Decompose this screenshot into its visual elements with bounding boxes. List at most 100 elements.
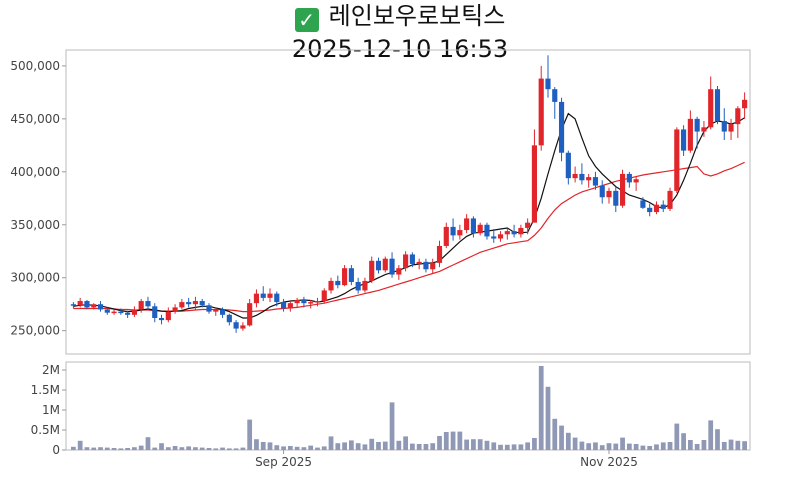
candle-body — [436, 245, 443, 263]
volume-bar — [410, 443, 415, 450]
stock-name: 레인보우로보틱스 — [328, 2, 506, 30]
volume-bar — [328, 436, 334, 450]
volume-bar — [640, 445, 646, 450]
volume-bar — [593, 442, 598, 450]
candle-body — [213, 309, 219, 312]
volume-bar — [457, 431, 463, 450]
volume-bar — [687, 440, 693, 450]
candles — [70, 55, 748, 333]
volume-bar — [355, 443, 361, 450]
candle-body — [280, 302, 287, 309]
volume-bar — [545, 386, 551, 450]
volume-bar — [220, 447, 225, 450]
volume-bar — [565, 432, 571, 450]
volume-bar — [484, 440, 490, 450]
candle-body — [118, 311, 124, 314]
candle-body — [389, 258, 395, 275]
volume-bar — [423, 444, 429, 450]
candle-body — [274, 293, 280, 303]
candle-body — [484, 224, 490, 237]
volume-bar — [362, 444, 368, 450]
volume-bar — [728, 439, 734, 450]
volume-bar — [538, 366, 544, 450]
volume-bars — [71, 366, 747, 450]
volume-bar — [274, 445, 280, 450]
volume-bar — [579, 441, 585, 450]
volume-bar — [572, 437, 578, 450]
volume-bar — [606, 443, 612, 450]
volume-bar — [416, 444, 422, 450]
volume-bar — [389, 402, 395, 450]
price-tick-label: 450,000 — [10, 112, 60, 126]
candle-body — [287, 303, 293, 309]
candle-body — [518, 227, 524, 235]
volume-bar — [199, 447, 205, 450]
candle-body — [647, 207, 653, 213]
candle-body — [477, 224, 483, 234]
x-tick-label: Nov 2025 — [580, 455, 638, 469]
candle-body — [260, 293, 266, 298]
candle-body — [660, 204, 666, 209]
candle-body — [186, 302, 192, 305]
volume-bar — [403, 436, 408, 450]
candle-body — [362, 280, 368, 291]
volume-bar — [226, 448, 232, 450]
candle-body — [450, 226, 456, 236]
candle-body — [416, 261, 422, 264]
volume-bar — [667, 442, 673, 450]
volume-bar — [301, 447, 307, 450]
candle-body — [592, 177, 599, 186]
candle-body — [403, 254, 409, 269]
volume-bar — [450, 431, 456, 450]
volume-bar — [111, 448, 117, 450]
volume-bar — [559, 425, 564, 450]
volume-bar — [464, 439, 470, 450]
volume-bar — [206, 448, 212, 450]
price-tick-label: 500,000 — [10, 59, 60, 73]
volume-bar — [138, 445, 144, 450]
volume-bar — [681, 433, 686, 450]
volume-bar — [321, 446, 327, 450]
candle-body — [409, 254, 415, 264]
volume-bar — [504, 444, 510, 450]
candle-body — [606, 190, 612, 198]
candle-body — [131, 309, 137, 315]
volume-bar — [77, 440, 83, 450]
candle-body — [342, 268, 348, 286]
candle-body — [558, 101, 565, 153]
volume-bar — [660, 442, 666, 450]
price-panel-frame — [65, 49, 751, 355]
volume-bar — [511, 444, 517, 450]
volume-bar — [179, 447, 185, 450]
candle-body — [653, 204, 660, 213]
volume-bar — [254, 439, 259, 450]
candle-body — [375, 260, 382, 271]
candle-body — [308, 302, 314, 304]
candle-body — [681, 129, 687, 151]
candle-body — [599, 185, 605, 198]
volume-bar — [104, 447, 110, 450]
volume-bar — [498, 444, 503, 450]
candle-body — [633, 179, 639, 183]
volume-bar — [708, 420, 714, 450]
candle-body — [497, 234, 504, 239]
volume-bar — [287, 446, 293, 450]
candle-body — [253, 293, 260, 304]
candle-body — [165, 311, 171, 321]
volume-bar — [348, 440, 354, 450]
candle-body — [626, 173, 632, 183]
candle-body — [538, 78, 544, 146]
candle-body — [545, 78, 551, 90]
candle-body — [369, 260, 375, 281]
candle-body — [355, 281, 361, 291]
volume-bar — [145, 437, 151, 450]
volume-bar — [443, 432, 449, 450]
volume-bar — [518, 444, 524, 450]
candle-body — [145, 301, 151, 307]
volume-bar — [477, 439, 483, 450]
candle-body — [470, 218, 476, 234]
candle-body — [314, 301, 321, 303]
volume-bar — [240, 447, 246, 450]
volume-bar — [165, 447, 171, 450]
candle-body — [572, 173, 578, 179]
